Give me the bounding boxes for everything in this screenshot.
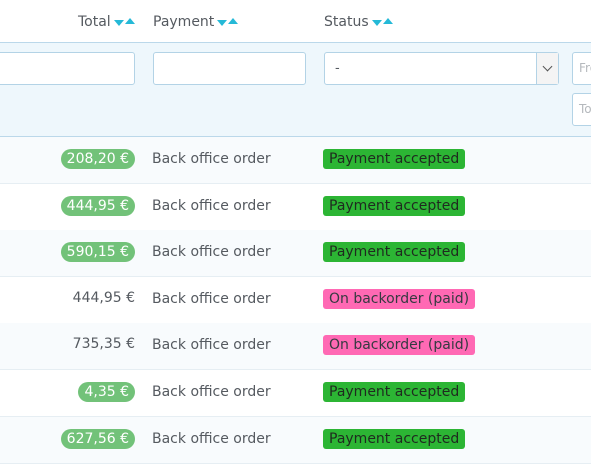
payment-method: Back office order [152, 384, 271, 400]
filter-row: - From To [0, 42, 591, 137]
order-total: 208,20 € [60, 149, 135, 169]
total-sort-controls [113, 17, 135, 26]
date-from-input[interactable]: From [572, 52, 591, 85]
status-badge: Payment accepted [323, 242, 466, 263]
status-badge: Payment accepted [323, 149, 466, 169]
payment-method: Back office order [152, 290, 271, 307]
order-total: 444,95 € [60, 195, 135, 216]
date-to-input[interactable]: To [572, 93, 591, 126]
order-total: 444,95 € [72, 289, 135, 306]
sort-desc-icon[interactable] [371, 19, 382, 26]
status-badge: On backorder (paid) [323, 335, 476, 356]
total-column-header: Total [78, 14, 135, 30]
sort-asc-icon[interactable] [228, 17, 239, 24]
total-filter-input[interactable] [0, 52, 135, 85]
order-total: 627,56 € [60, 428, 135, 449]
payment-header-label: Payment [153, 14, 215, 30]
table-header: Total Payment Status [0, 0, 591, 42]
table-row[interactable]: 735,35 € Back office order On backorder (p… [0, 323, 591, 371]
sort-asc-icon[interactable] [124, 17, 135, 24]
table-row[interactable]: 444,95 € Back office order On backorder (p… [0, 277, 591, 324]
status-filter-value: - [335, 61, 340, 76]
payment-method: Back office order [152, 151, 271, 167]
table-row[interactable]: 627,56 € Back office order Payment accepte… [0, 416, 591, 464]
sort-desc-icon[interactable] [217, 19, 228, 26]
status-column-header: Status [324, 14, 393, 30]
sort-desc-icon[interactable] [113, 19, 124, 26]
payment-method: Back office order [152, 244, 271, 261]
payment-sort-controls [217, 17, 239, 26]
date-to-placeholder: To [579, 102, 591, 116]
total-header-label: Total [78, 14, 111, 30]
table-row[interactable]: 444,95 € Back office order Payment accepte… [0, 184, 591, 231]
payment-method: Back office order [152, 430, 271, 447]
order-total: 735,35 € [72, 336, 135, 353]
payment-method: Back office order [152, 337, 271, 354]
payment-method: Back office order [152, 197, 271, 214]
chevron-down-icon[interactable] [536, 53, 558, 84]
table-row[interactable]: 4,35 € Back office order Payment accepted [0, 370, 591, 417]
status-sort-controls [371, 17, 393, 26]
payment-column-header: Payment [153, 14, 239, 30]
sort-asc-icon[interactable] [382, 17, 393, 24]
status-badge: Payment accepted [323, 382, 466, 402]
status-header-label: Status [324, 14, 369, 30]
status-badge: Payment accepted [323, 195, 466, 216]
payment-filter-input[interactable] [153, 52, 306, 85]
order-total: 4,35 € [78, 382, 135, 402]
table-row[interactable]: 590,15 € Back office order Payment accepte… [0, 230, 591, 278]
status-badge: On backorder (paid) [323, 288, 476, 309]
status-badge: Payment accepted [323, 428, 466, 449]
status-filter-select[interactable]: - [324, 52, 559, 85]
order-total: 590,15 € [60, 242, 135, 263]
table-row[interactable]: 208,20 € Back office order Payment accepte… [0, 137, 591, 184]
date-from-placeholder: From [579, 61, 591, 75]
